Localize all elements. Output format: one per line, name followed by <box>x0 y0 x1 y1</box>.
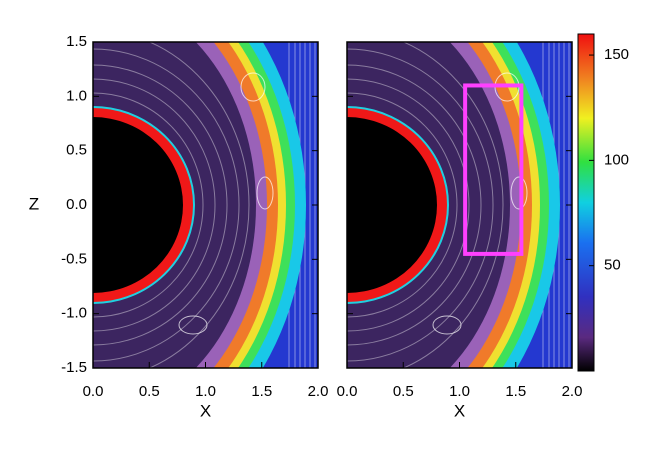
y-tick-label: -0.5 <box>61 250 87 267</box>
colorbar-tick-label: 50 <box>604 257 621 274</box>
x-tick-label: 0.0 <box>337 383 358 400</box>
y-axis-label: Z <box>29 194 39 213</box>
x-axis-label: X <box>200 401 211 420</box>
y-tick-label: -1.0 <box>61 305 87 322</box>
y-tick-label: 0.0 <box>66 196 87 213</box>
y-tick-label: 1.5 <box>66 33 87 50</box>
y-tick-label: 1.0 <box>66 87 87 104</box>
y-tick-label: 0.5 <box>66 142 87 159</box>
x-tick-label: 1.5 <box>505 383 526 400</box>
highlight-box <box>463 83 524 256</box>
x-tick-label: 1.0 <box>449 383 470 400</box>
x-tick-label: 0.5 <box>139 383 160 400</box>
colorbar <box>577 33 595 372</box>
x-tick-label: 2.0 <box>562 383 583 400</box>
x-tick-label: 2.0 <box>308 383 329 400</box>
colorbar-tick-label: 100 <box>604 151 629 168</box>
colorbar-tick-label: 150 <box>604 46 629 63</box>
y-tick-label: -1.5 <box>61 359 87 376</box>
x-axis-label: X <box>454 401 465 420</box>
x-tick-label: 1.0 <box>195 383 216 400</box>
x-tick-label: 0.0 <box>83 383 104 400</box>
x-tick-label: 0.5 <box>393 383 414 400</box>
panel-image <box>93 42 318 368</box>
x-tick-label: 1.5 <box>251 383 272 400</box>
